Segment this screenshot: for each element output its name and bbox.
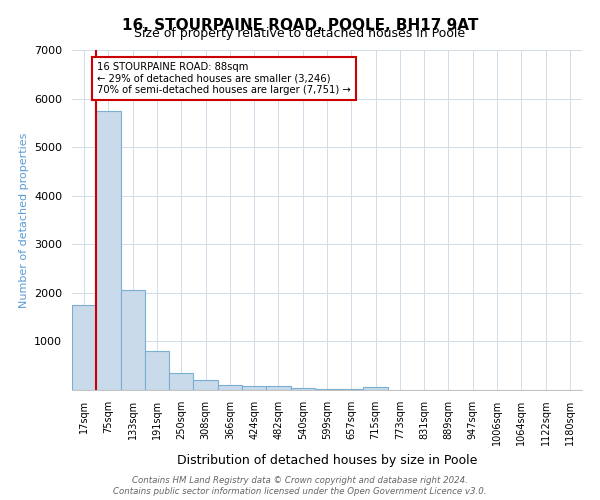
Bar: [169, 374, 193, 390]
Bar: [96, 110, 121, 390]
Text: 16, STOURPAINE ROAD, POOLE, BH17 9AT: 16, STOURPAINE ROAD, POOLE, BH17 9AT: [122, 18, 478, 32]
Bar: [193, 380, 218, 390]
Bar: [290, 388, 315, 390]
Text: Size of property relative to detached houses in Poole: Size of property relative to detached ho…: [134, 28, 466, 40]
Bar: [145, 351, 169, 390]
Y-axis label: Number of detached properties: Number of detached properties: [19, 132, 29, 308]
Text: Contains HM Land Registry data © Crown copyright and database right 2024.
Contai: Contains HM Land Registry data © Crown c…: [113, 476, 487, 496]
Bar: [364, 386, 388, 390]
X-axis label: Distribution of detached houses by size in Poole: Distribution of detached houses by size …: [177, 454, 477, 466]
Text: 16 STOURPAINE ROAD: 88sqm
← 29% of detached houses are smaller (3,246)
70% of se: 16 STOURPAINE ROAD: 88sqm ← 29% of detac…: [97, 62, 350, 96]
Bar: [242, 386, 266, 390]
Bar: [72, 305, 96, 390]
Bar: [315, 388, 339, 390]
Bar: [218, 384, 242, 390]
Bar: [339, 389, 364, 390]
Bar: [121, 290, 145, 390]
Bar: [266, 386, 290, 390]
